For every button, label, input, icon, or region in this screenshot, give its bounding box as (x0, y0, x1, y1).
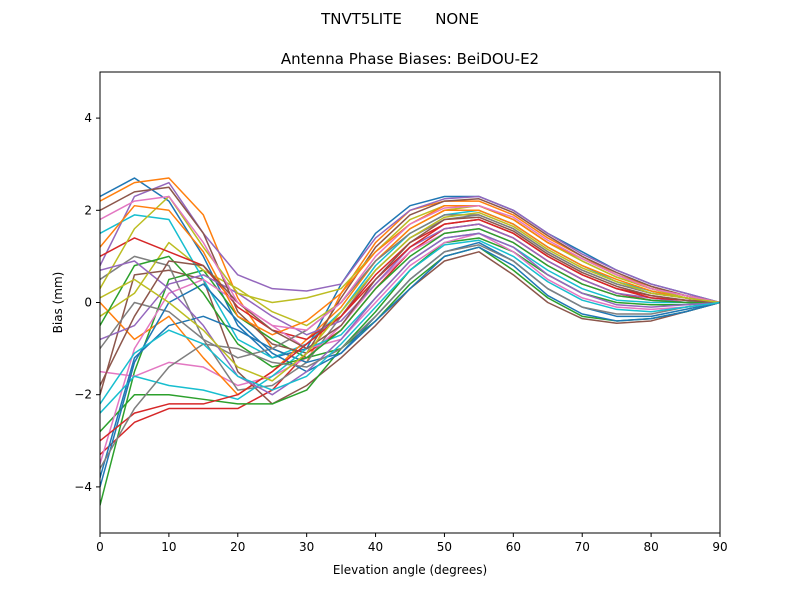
x-tick-label: 0 (96, 540, 104, 554)
x-tick-label: 90 (712, 540, 727, 554)
series-line-25 (100, 216, 720, 386)
x-tick-label: 20 (230, 540, 245, 554)
series-line-24 (100, 232, 720, 396)
x-tick-label: 80 (643, 540, 658, 554)
series-line-29 (100, 239, 720, 405)
y-tick-label: −4 (74, 480, 92, 494)
y-axis: −4 −2 0 2 4 (74, 111, 100, 494)
chart-title: Antenna Phase Biases: BeiDOU-E2 (281, 50, 539, 68)
series-line-20 (100, 246, 720, 488)
series-line-15 (100, 186, 720, 354)
series-lines (100, 177, 720, 506)
y-tick-label: −2 (74, 388, 92, 402)
y-tick-label: 4 (84, 111, 92, 125)
x-tick-label: 40 (368, 540, 383, 554)
series-line-28 (100, 211, 720, 382)
series-line-23 (100, 218, 720, 442)
series-line-16 (100, 232, 720, 465)
y-tick-label: 2 (84, 203, 92, 217)
x-axis-label: Elevation angle (degrees) (333, 563, 487, 577)
x-tick-label: 50 (437, 540, 452, 554)
series-line-11 (100, 209, 720, 396)
x-tick-label: 70 (575, 540, 590, 554)
series-line-26 (100, 195, 720, 331)
x-tick-label: 30 (299, 540, 314, 554)
y-tick-label: 0 (84, 296, 92, 310)
series-line-22 (100, 227, 720, 368)
x-tick-label: 10 (161, 540, 176, 554)
series-line-18 (100, 195, 720, 304)
x-tick-label: 60 (506, 540, 521, 554)
suptitle: TNVT5LITE NONE (320, 10, 479, 28)
y-axis-label: Bias (mm) (51, 272, 65, 334)
series-line-17 (100, 214, 720, 359)
x-axis: 0 10 20 30 40 50 60 70 80 90 (96, 533, 728, 554)
